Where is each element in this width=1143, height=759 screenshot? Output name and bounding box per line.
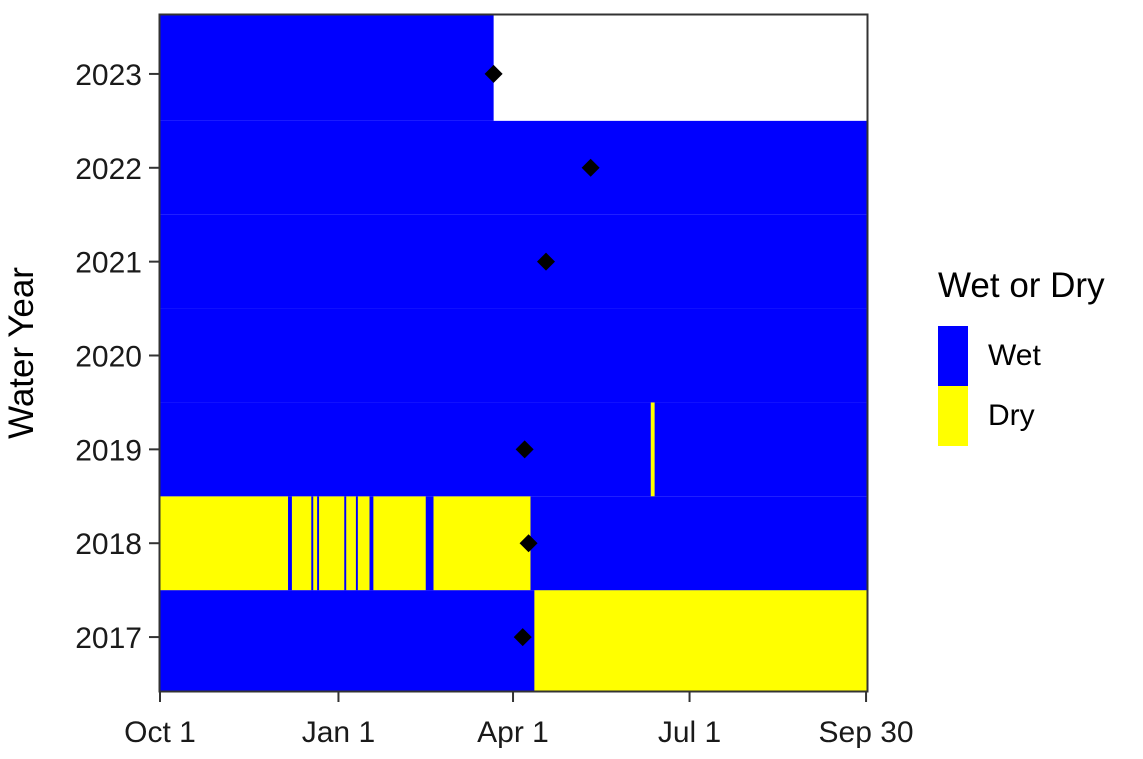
legend-label-wet: Wet xyxy=(988,339,1041,372)
wet-cell-2021 xyxy=(160,214,868,309)
x-tick-label-0: Oct 1 xyxy=(124,716,196,749)
y-tick-label-2021: 2021 xyxy=(75,247,142,280)
y-axis-title: Water Year xyxy=(2,267,41,439)
y-axis: 2017 2018 2019 2020 2021 2022 2023 xyxy=(75,59,159,655)
dry-cell-2017-0 xyxy=(534,590,868,691)
dry-cell-2018-2 xyxy=(313,496,318,591)
y-tick-label-2020: 2020 xyxy=(75,341,142,374)
x-axis: Oct 1 Jan 1 Apr 1 Jul 1 Sep 30 xyxy=(124,692,914,749)
y-tick-label-2019: 2019 xyxy=(75,434,142,467)
y-tick-label-2023: 2023 xyxy=(75,59,142,92)
marker-2022 xyxy=(581,158,600,177)
wet-cell-2019 xyxy=(160,402,868,497)
legend-swatch-wet xyxy=(938,326,968,386)
legend: Wet or Dry Wet Dry xyxy=(938,266,1105,446)
dry-cell-2018-5 xyxy=(357,496,370,591)
y-tick-label-2022: 2022 xyxy=(75,153,142,186)
date-markers xyxy=(484,64,600,647)
wet-cell-2022 xyxy=(160,120,868,215)
marker-2017 xyxy=(513,628,532,647)
dry-cell-2018-1 xyxy=(291,496,312,591)
legend-title: Wet or Dry xyxy=(938,266,1105,305)
wet-cell-2020 xyxy=(160,308,868,403)
wet-cell-2023 xyxy=(160,14,494,121)
plot-panel-border xyxy=(158,13,869,693)
dry-cell-2018-7 xyxy=(433,496,531,591)
marker-2021 xyxy=(537,252,556,271)
dry-cell-2018-3 xyxy=(319,496,345,591)
x-tick-label-1: Jan 1 xyxy=(302,716,375,749)
dry-cell-2018-0 xyxy=(160,496,289,591)
y-tick-label-2018: 2018 xyxy=(75,528,142,561)
dry-cell-2018-4 xyxy=(346,496,356,591)
x-tick-label-2: Apr 1 xyxy=(477,716,549,749)
legend-label-dry: Dry xyxy=(988,399,1035,432)
y-tick-label-2017: 2017 xyxy=(75,622,142,655)
x-tick-label-4: Sep 30 xyxy=(819,716,914,749)
marker-2018 xyxy=(519,534,538,553)
legend-item-wet: Wet xyxy=(938,326,1105,386)
legend-swatch-dry xyxy=(938,386,968,446)
legend-item-dry: Dry xyxy=(938,386,1105,446)
marker-2023 xyxy=(484,64,503,83)
marker-2019 xyxy=(515,440,534,459)
dry-cell-2018-6 xyxy=(373,496,426,591)
dry-cell-2019-0 xyxy=(650,402,655,497)
heatmap-cells xyxy=(160,14,868,691)
x-tick-label-3: Jul 1 xyxy=(658,716,721,749)
